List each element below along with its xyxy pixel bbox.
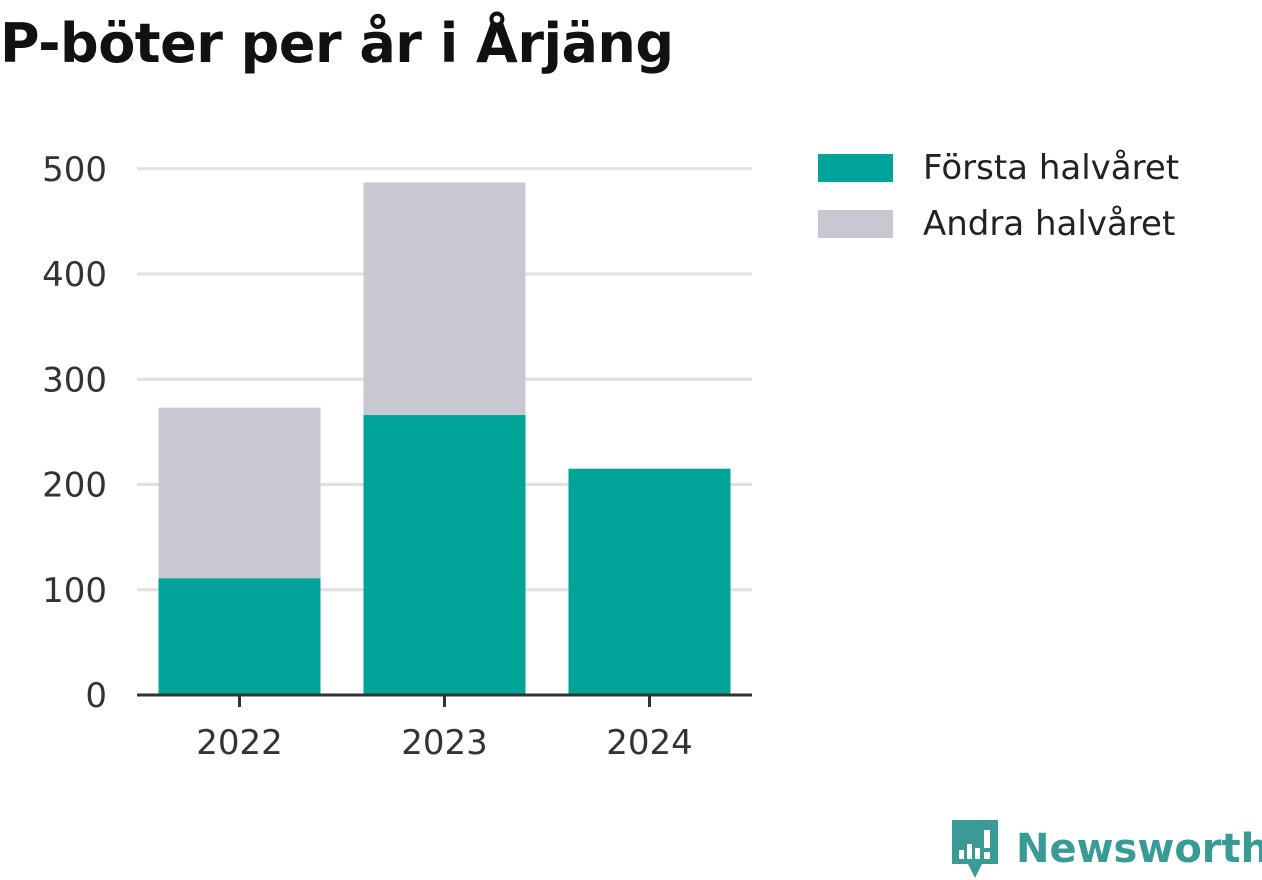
bar-forsta-halvaret-2022 — [158, 578, 321, 695]
x-tick-label-2023: 2023 — [401, 723, 488, 763]
newsworthy-logo-icon — [952, 820, 998, 878]
x-axis-labels: 2022 2023 2024 — [196, 723, 693, 763]
legend: Första halvåret Andra halvåret — [818, 140, 1179, 252]
legend-swatch-forsta-halvaret — [818, 154, 893, 182]
x-tick-label-2022: 2022 — [196, 723, 283, 763]
bars — [158, 182, 731, 695]
chart-title: P-böter per år i Årjäng — [0, 12, 674, 75]
y-tick-label-400: 400 — [42, 255, 107, 295]
x-tick-label-2024: 2024 — [606, 723, 693, 763]
y-tick-label-0: 0 — [85, 676, 107, 716]
y-tick-label-100: 100 — [42, 571, 107, 611]
y-tick-label-300: 300 — [42, 360, 107, 400]
legend-label-andra-halvaret: Andra halvåret — [923, 204, 1176, 244]
legend-swatch-andra-halvaret — [818, 210, 893, 238]
y-tick-label-200: 200 — [42, 466, 107, 506]
brand: Newsworthy — [950, 818, 1262, 880]
legend-item-andra-halvaret: Andra halvåret — [818, 196, 1179, 252]
y-tick-label-500: 500 — [42, 150, 107, 190]
x-axis — [137, 693, 752, 707]
bar-forsta-halvaret-2023 — [363, 415, 526, 695]
y-axis-labels: 0 100 200 300 400 500 — [42, 150, 107, 716]
legend-item-forsta-halvaret: Första halvåret — [818, 140, 1179, 196]
bar-andra-halvaret-2023 — [363, 182, 526, 416]
brand-name: Newsworthy — [1016, 826, 1262, 872]
bar-andra-halvaret-2022 — [158, 407, 321, 579]
bar-forsta-halvaret-2024 — [568, 468, 731, 695]
legend-label-forsta-halvaret: Första halvåret — [923, 148, 1180, 188]
